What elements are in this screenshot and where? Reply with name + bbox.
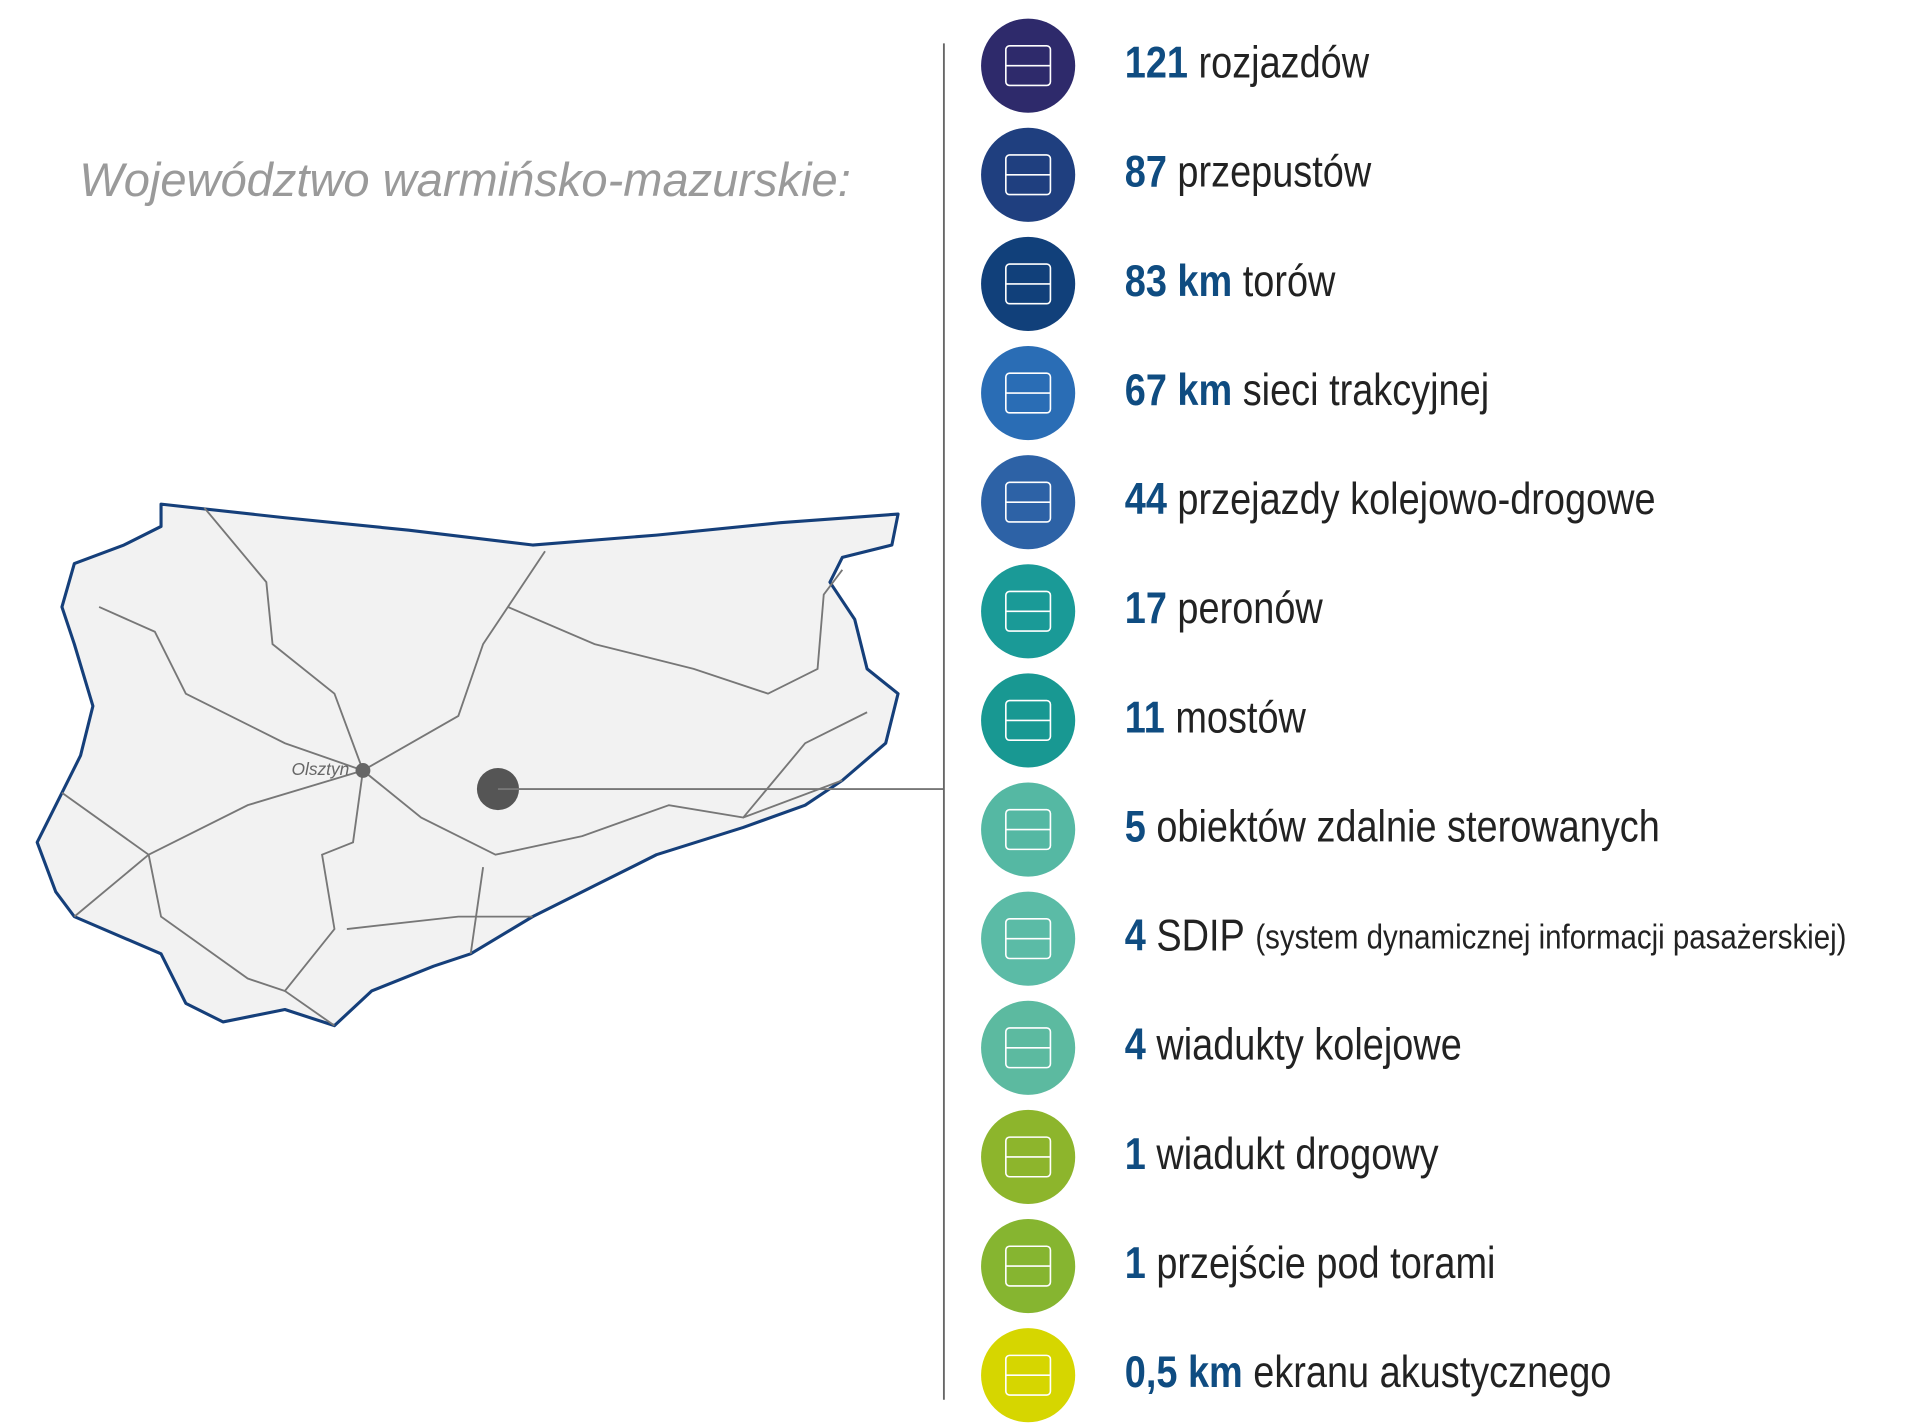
region-outline bbox=[35, 502, 900, 1028]
item-value: 121 bbox=[1125, 38, 1188, 88]
item-value: 11 bbox=[1125, 692, 1165, 742]
icon bbox=[1005, 590, 1052, 632]
icon bbox=[1005, 481, 1052, 523]
item-text: 87 przepustów bbox=[1125, 147, 1372, 197]
item-text: 1 przejście pod torami bbox=[1125, 1238, 1496, 1288]
item-value: 17 bbox=[1125, 583, 1167, 633]
item-text: 67 km sieci trakcyjnej bbox=[1125, 365, 1489, 415]
item-label: rozjazdów bbox=[1199, 38, 1370, 88]
item-label: ekranu akustycznego bbox=[1253, 1347, 1611, 1397]
item-label: przepustów bbox=[1177, 147, 1371, 197]
map: Olsztyn bbox=[35, 502, 944, 1028]
item-text: 83 km torów bbox=[1125, 256, 1336, 306]
item-label: peronów bbox=[1177, 583, 1322, 633]
title: Województwo warmińsko-mazurskie: bbox=[79, 153, 851, 206]
icon bbox=[1005, 372, 1052, 414]
item-label: obiektów zdalnie sterowanych bbox=[1156, 801, 1659, 851]
item-row: 83 km torów bbox=[981, 236, 1336, 331]
icon bbox=[1005, 1354, 1052, 1396]
item-row: 4 wiadukty kolejowe bbox=[981, 1000, 1462, 1095]
item-text: 4 wiadukty kolejowe bbox=[1125, 1020, 1462, 1070]
items: 121 rozjazdów 87 przepustów 83 km torów 67 km s… bbox=[981, 18, 1847, 1423]
item-label: przejazdy kolejowo-drogowe bbox=[1177, 474, 1655, 524]
item-row: 5 obiektów zdalnie sterowanych bbox=[981, 782, 1660, 877]
item-row: 1 przejście pod torami bbox=[981, 1218, 1496, 1314]
icon bbox=[1005, 918, 1052, 960]
item-text: 5 obiektów zdalnie sterowanych bbox=[1125, 801, 1660, 851]
item-text: 121 rozjazdów bbox=[1125, 38, 1369, 88]
item-value: 83 km bbox=[1125, 256, 1232, 306]
item-row: 0,5 km ekranu akustycznego bbox=[981, 1328, 1612, 1423]
item-text: 44 przejazdy kolejowo-drogowe bbox=[1125, 474, 1656, 524]
icon bbox=[1005, 1027, 1052, 1069]
item-label: SDIP bbox=[1156, 911, 1244, 961]
icon bbox=[1005, 263, 1052, 305]
item-label: przejście pod torami bbox=[1156, 1238, 1495, 1288]
item-text: 17 peronów bbox=[1125, 583, 1323, 633]
item-text: 4 SDIP (system dynamicznej informacji pasa… bbox=[1125, 911, 1847, 961]
item-row: 121 rozjazdów bbox=[981, 18, 1369, 113]
item-row: 87 przepustów bbox=[981, 127, 1372, 222]
icon bbox=[1005, 808, 1052, 851]
item-row: 17 peronów bbox=[981, 564, 1323, 659]
item-row: 4 SDIP (system dynamicznej informacji pasa… bbox=[981, 891, 1847, 986]
item-value: 4 bbox=[1125, 1020, 1146, 1070]
item-value: 44 bbox=[1125, 474, 1167, 524]
item-label: torów bbox=[1243, 256, 1336, 306]
item-value: 87 bbox=[1125, 147, 1167, 197]
item-row: 44 przejazdy kolejowo-drogowe bbox=[981, 455, 1656, 550]
item-text: 1 wiadukt drogowy bbox=[1125, 1129, 1439, 1179]
icon bbox=[1005, 1136, 1052, 1178]
item-value: 67 km bbox=[1125, 365, 1232, 415]
item-label: mostów bbox=[1175, 692, 1306, 742]
icon bbox=[1005, 1245, 1052, 1287]
item-value: 0,5 km bbox=[1125, 1347, 1243, 1397]
item-label: wiadukty kolejowe bbox=[1155, 1020, 1461, 1070]
item-note: (system dynamicznej informacji pasażersk… bbox=[1255, 917, 1846, 956]
item-text: 11 mostów bbox=[1125, 692, 1306, 742]
icon bbox=[1005, 45, 1052, 87]
item-row: 11 mostów bbox=[981, 673, 1306, 768]
item-value: 1 bbox=[1125, 1238, 1146, 1288]
icon bbox=[1005, 699, 1052, 742]
item-row: 67 km sieci trakcyjnej bbox=[981, 345, 1489, 441]
item-value: 4 bbox=[1125, 911, 1146, 961]
city-dot bbox=[355, 763, 371, 778]
item-value: 1 bbox=[1125, 1129, 1146, 1179]
icon bbox=[1005, 154, 1052, 196]
railway-lines bbox=[61, 507, 868, 1027]
item-value: 5 bbox=[1125, 801, 1146, 851]
city-label: Olsztyn bbox=[292, 759, 350, 779]
item-text: 0,5 km ekranu akustycznego bbox=[1125, 1347, 1612, 1397]
item-label: sieci trakcyjnej bbox=[1243, 365, 1489, 415]
item-row: 1 wiadukt drogowy bbox=[981, 1109, 1439, 1205]
item-label: wiadukt drogowy bbox=[1155, 1129, 1438, 1179]
